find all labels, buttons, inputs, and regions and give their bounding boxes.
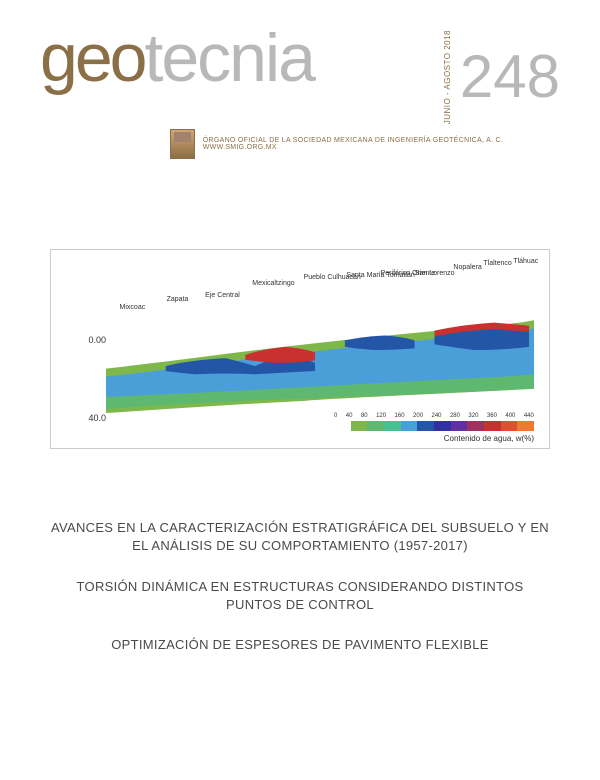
article-title: OPTIMIZACIÓN DE ESPESORES DE PAVIMENTO F… <box>50 636 550 654</box>
legend-swatch <box>501 421 518 431</box>
legend-tick: 120 <box>376 413 386 419</box>
legend-tick: 400 <box>505 413 515 419</box>
station-label: Tlaltenco <box>483 260 511 267</box>
legend-tick: 80 <box>361 413 368 419</box>
geological-cross-section-chart: MixcoacZapataEje CentralMexicaltzingoPue… <box>50 249 550 449</box>
legend-swatch <box>434 421 451 431</box>
legend-tick: 200 <box>413 413 423 419</box>
legend-tick: 360 <box>487 413 497 419</box>
legend-swatch <box>401 421 418 431</box>
station-label: Nopalera <box>453 264 481 271</box>
station-label: Eje Central <box>205 292 240 299</box>
legend-tick: 0 <box>334 413 337 419</box>
y-axis: 0.0040.0 <box>61 320 106 418</box>
legend-tick: 440 <box>524 413 534 419</box>
organization-text: ÓRGANO OFICIAL DE LA SOCIEDAD MEXICANA D… <box>203 137 560 151</box>
station-label: San Lorenzo <box>415 270 455 277</box>
station-label: Mexicaltzingo <box>252 280 294 287</box>
legend-swatch <box>351 421 368 431</box>
issue-number: 248 <box>460 47 560 107</box>
issue-block: JUNIO - AGOSTO 2018 248 <box>443 30 560 124</box>
strata-svg <box>106 300 534 413</box>
legend-tick: 160 <box>395 413 405 419</box>
legend-title: Contenido de agua, w(%) <box>444 434 534 443</box>
organization-line: ÓRGANO OFICIAL DE LA SOCIEDAD MEXICANA D… <box>130 129 600 159</box>
legend-tick: 280 <box>450 413 460 419</box>
legend-gradient <box>334 421 534 431</box>
legend-tick: 40 <box>346 413 353 419</box>
y-axis-tick: 40.0 <box>88 413 106 423</box>
legend-swatch <box>517 421 534 431</box>
color-legend: 0 40 80 120 160 200 240 280 320 360 400 440 Conteni… <box>334 413 534 443</box>
legend-swatch <box>367 421 384 431</box>
legend-tick: 240 <box>431 413 441 419</box>
title-part-geo: geo <box>40 30 144 88</box>
legend-swatch <box>417 421 434 431</box>
legend-tick: 320 <box>468 413 478 419</box>
legend-swatch <box>451 421 468 431</box>
station-label: Tláhuac <box>513 258 538 265</box>
issue-date: JUNIO - AGOSTO 2018 <box>443 30 452 124</box>
smig-logo-icon <box>170 129 195 159</box>
article-title: AVANCES EN LA CARACTERIZACIÓN ESTRATIGRÁ… <box>50 519 550 555</box>
station-labels: MixcoacZapataEje CentralMexicaltzingoPue… <box>111 256 539 296</box>
legend-ticks: 0 40 80 120 160 200 240 280 320 360 400 440 <box>334 413 534 419</box>
chart-plot-area <box>106 300 534 413</box>
legend-swatch <box>384 421 401 431</box>
masthead-header: geotecnia JUNIO - AGOSTO 2018 248 <box>0 0 600 134</box>
legend-swatch <box>467 421 484 431</box>
article-title: TORSIÓN DINÁMICA EN ESTRUCTURAS CONSIDER… <box>50 578 550 614</box>
magazine-title: geotecnia <box>40 30 314 88</box>
legend-swatch <box>484 421 501 431</box>
title-part-tecnia: tecnia <box>144 30 313 88</box>
y-axis-tick: 0.00 <box>88 335 106 345</box>
legend-swatch <box>334 421 351 431</box>
article-titles: AVANCES EN LA CARACTERIZACIÓN ESTRATIGRÁ… <box>0 469 600 654</box>
